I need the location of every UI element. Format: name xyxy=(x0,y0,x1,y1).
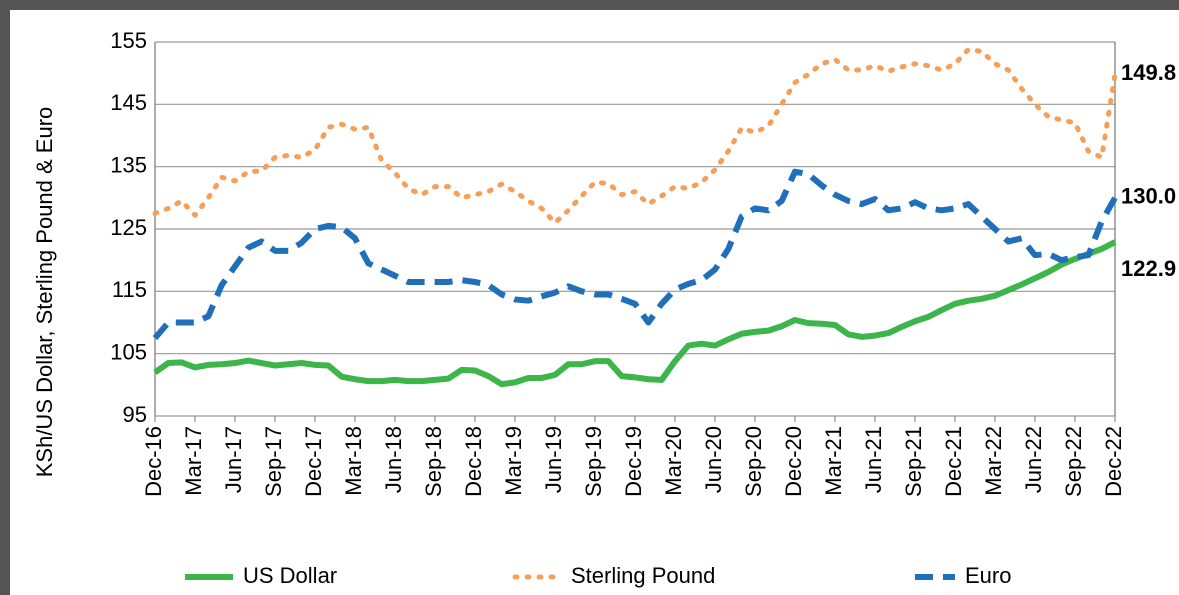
x-tick-label: Mar-21 xyxy=(821,426,846,496)
y-tick-label: 155 xyxy=(110,28,147,53)
value-label: 149.8 xyxy=(1121,60,1176,85)
x-tick-label: Sep-22 xyxy=(1061,426,1086,497)
x-tick-label: Sep-20 xyxy=(741,426,766,497)
x-tick-label: Jun-20 xyxy=(701,426,726,493)
value-label: 122.9 xyxy=(1121,256,1176,281)
x-tick-label: Dec-20 xyxy=(781,426,806,497)
y-tick-label: 105 xyxy=(110,339,147,364)
frame-top xyxy=(0,0,1179,10)
x-tick-label: Mar-20 xyxy=(661,426,686,496)
legend-label: Sterling Pound xyxy=(571,563,715,588)
frame-left xyxy=(0,0,10,595)
x-tick-label: Dec-22 xyxy=(1101,426,1126,497)
y-tick-label: 115 xyxy=(112,277,147,302)
x-tick-label: Jun-22 xyxy=(1021,426,1046,493)
x-tick-label: Jun-21 xyxy=(861,426,886,493)
x-tick-label: Jun-19 xyxy=(541,426,566,493)
y-tick-label: 125 xyxy=(110,215,147,240)
x-tick-label: Dec-21 xyxy=(941,426,966,497)
line-solid xyxy=(153,239,1117,388)
x-tick-label: Sep-18 xyxy=(421,426,446,497)
line-dotted xyxy=(152,46,1118,226)
y-tick-label: 135 xyxy=(110,152,147,177)
background xyxy=(10,10,1179,595)
x-tick-label: Mar-19 xyxy=(501,426,526,496)
x-tick-label: Dec-16 xyxy=(141,426,166,497)
x-tick-label: Jun-18 xyxy=(381,426,406,493)
x-tick-label: Sep-17 xyxy=(261,426,286,497)
y-axis-label: KSh/US Dollar, Sterling Pound & Euro xyxy=(32,107,57,478)
y-tick-label: 95 xyxy=(123,402,147,427)
y-tick-label: 145 xyxy=(110,90,147,115)
x-tick-label: Dec-17 xyxy=(301,426,326,497)
x-tick-label: Mar-17 xyxy=(181,426,206,496)
legend-label: Euro xyxy=(965,563,1011,588)
x-tick-label: Dec-19 xyxy=(621,426,646,497)
x-tick-label: Sep-21 xyxy=(901,426,926,497)
x-tick-label: Mar-18 xyxy=(341,426,366,496)
x-tick-label: Dec-18 xyxy=(461,426,486,497)
x-tick-label: Jun-17 xyxy=(221,426,246,493)
line-dashed xyxy=(152,168,1118,341)
legend-label: US Dollar xyxy=(243,563,337,588)
x-tick-label: Mar-22 xyxy=(981,426,1006,496)
value-label: 130.0 xyxy=(1121,184,1176,209)
x-tick-label: Sep-19 xyxy=(581,426,606,497)
